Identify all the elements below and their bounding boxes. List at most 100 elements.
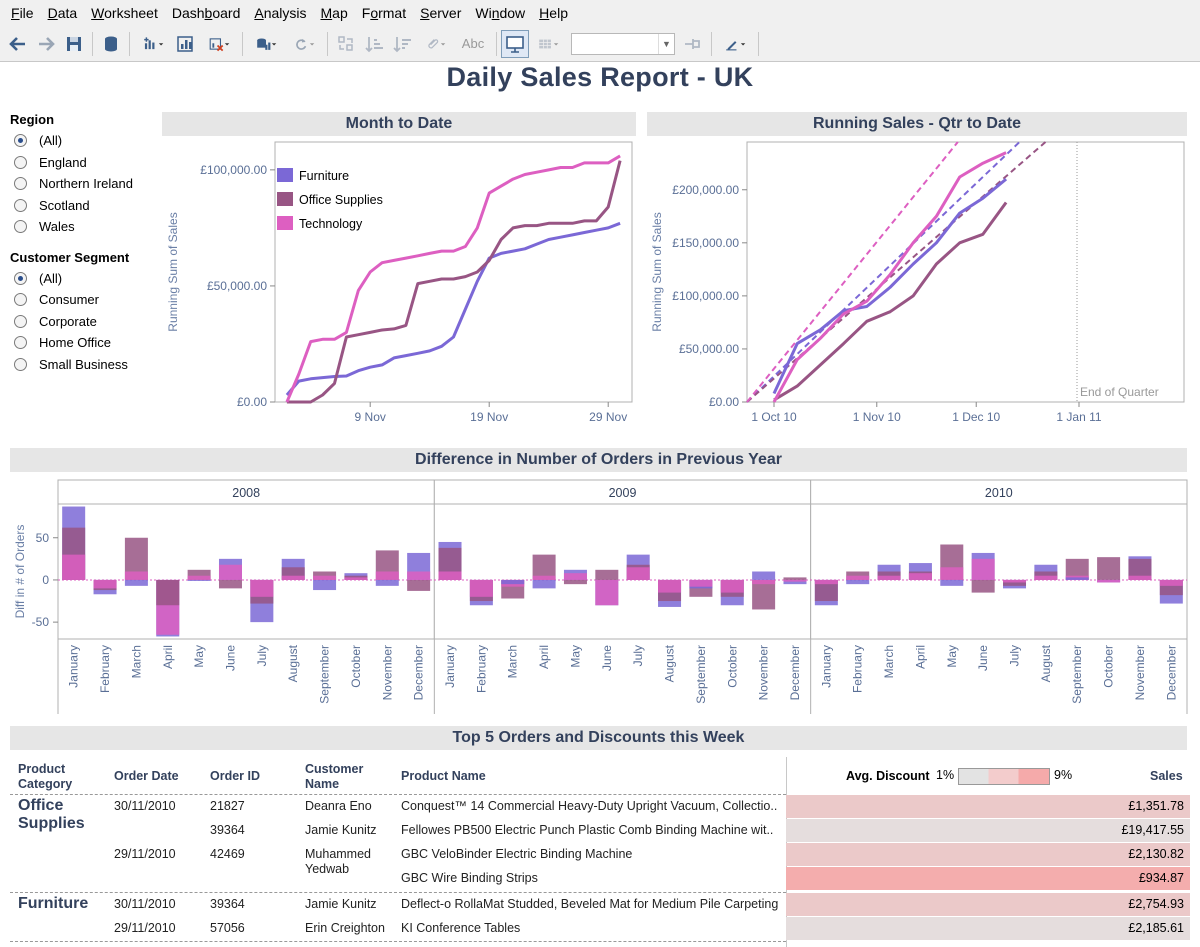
bar [313, 579, 337, 591]
sales-cell: £19,417.55 [786, 819, 1190, 842]
legend-label: Furniture [299, 169, 349, 183]
header-category[interactable]: Product Category [18, 762, 73, 791]
x-tick-label: January [443, 645, 457, 688]
segment-option[interactable]: Corporate [10, 311, 160, 333]
segment-option-label: Corporate [39, 313, 97, 329]
menu-dashboard[interactable]: Dashboard [171, 5, 241, 21]
x-tick-label: February [851, 645, 865, 693]
x-tick-label: June [600, 645, 614, 671]
radio-button[interactable] [14, 177, 27, 191]
customer-cell: Deanra Eno [305, 799, 372, 813]
segment-option[interactable]: Home Office [10, 332, 160, 354]
show-labels-icon[interactable]: Abc [461, 36, 485, 51]
radio-button[interactable] [14, 155, 27, 169]
x-tick-label: February [474, 645, 488, 693]
region-option[interactable]: (All) [10, 130, 160, 152]
region-option[interactable]: England [10, 152, 160, 174]
toolbar-separator [129, 31, 130, 56]
sort-descending-icon[interactable] [388, 30, 416, 58]
x-tick-label: August [663, 644, 677, 682]
fix-axes-icon[interactable] [679, 30, 707, 58]
region-option-label: England [39, 154, 87, 170]
segment-option[interactable]: Small Business [10, 354, 160, 376]
toolbar-separator [327, 31, 328, 56]
header-product[interactable]: Product Name [401, 769, 486, 783]
radio-button[interactable] [14, 357, 27, 371]
radio-button[interactable] [14, 134, 27, 148]
menu-format[interactable]: Format [361, 5, 407, 21]
segment-filter-title: Customer Segment [10, 249, 130, 265]
presentation-icon[interactable] [501, 29, 529, 58]
forward-icon[interactable] [32, 30, 60, 58]
header-order-id[interactable]: Order ID [210, 769, 261, 783]
duplicate-icon[interactable] [172, 30, 200, 58]
x-tick-label: August [286, 644, 300, 682]
region-option[interactable]: Wales [10, 216, 160, 238]
legend-label: Technology [299, 217, 363, 231]
menu-help[interactable]: Help [539, 5, 568, 21]
group-icon[interactable] [416, 30, 454, 58]
menu-data[interactable]: Data [47, 5, 78, 21]
product-name-cell[interactable]: GBC VeloBinder Electric Binding Machine [401, 847, 633, 861]
menu-window[interactable]: Window [475, 5, 526, 21]
refresh-icon[interactable] [285, 30, 323, 58]
clear-sheet-icon[interactable] [200, 30, 238, 58]
region-option[interactable]: Scotland [10, 195, 160, 217]
menu-file[interactable]: File [11, 5, 34, 21]
radio-button[interactable] [14, 314, 27, 328]
x-tick-label: June [223, 645, 237, 671]
sales-cell: £934.87 [786, 867, 1190, 890]
radio-button[interactable] [14, 198, 27, 212]
panel-header-label: 2008 [232, 486, 260, 500]
new-worksheet-icon[interactable] [134, 30, 172, 58]
product-name-cell[interactable]: Fellowes PB500 Electric Punch Plastic Co… [401, 823, 774, 837]
header-sales[interactable]: Sales [1150, 769, 1183, 783]
bar [971, 558, 995, 580]
bar [940, 567, 964, 580]
mtd-chart-title: Month to Date [162, 112, 636, 136]
radio-button[interactable] [14, 220, 27, 234]
datasource-icon[interactable] [97, 30, 125, 58]
product-name-cell[interactable]: Conquest™ 14 Commercial Heavy-Duty Uprig… [401, 799, 778, 813]
product-name-cell[interactable]: Deflect-o RollaMat Studded, Beveled Mat … [401, 897, 779, 911]
bar [971, 579, 995, 593]
bar [156, 579, 180, 606]
bar [563, 579, 587, 585]
bar [250, 579, 274, 597]
table-title: Top 5 Orders and Discounts this Week [10, 726, 1187, 750]
menu-map[interactable]: Map [320, 5, 348, 21]
product-name-cell[interactable]: GBC Wire Binding Strips [401, 871, 538, 885]
header-order-date[interactable]: Order Date [114, 769, 179, 783]
radio-button[interactable] [14, 336, 27, 350]
bar [532, 575, 556, 580]
radio-button[interactable] [14, 271, 27, 285]
region-option[interactable]: Northern Ireland [10, 173, 160, 195]
header-customer[interactable]: Customer Name [305, 762, 364, 791]
highlight-icon[interactable] [716, 30, 754, 58]
auto-update-icon[interactable] [247, 30, 285, 58]
chevron-down-icon[interactable]: ▼ [658, 33, 674, 54]
bar [281, 575, 305, 580]
y-tick-label: £50,000.00 [207, 279, 267, 293]
x-tick-label: October [725, 645, 739, 688]
menu-analysis[interactable]: Analysis [254, 5, 307, 21]
fit-dropdown[interactable]: ▼ [571, 32, 675, 55]
segment-filter: (All) Consumer Corporate Home Office Small B… [10, 268, 160, 376]
save-icon[interactable] [60, 30, 88, 58]
segment-option[interactable]: Consumer [10, 289, 160, 311]
segment-option[interactable]: (All) [10, 268, 160, 290]
radio-button[interactable] [14, 293, 27, 307]
product-name-cell[interactable]: KI Conference Tables [401, 921, 521, 935]
sort-ascending-icon[interactable] [360, 30, 388, 58]
swap-icon[interactable] [332, 30, 360, 58]
menu-worksheet[interactable]: Worksheet [91, 5, 158, 21]
y-tick-label: 0 [42, 573, 49, 587]
menu-server[interactable]: Server [420, 5, 462, 21]
bar [752, 579, 776, 585]
fit-icon[interactable] [529, 30, 567, 58]
panel-header-label: 2010 [985, 486, 1013, 500]
back-icon[interactable] [4, 30, 32, 58]
sales-cell: £2,185.61 [786, 917, 1190, 940]
bar [940, 579, 964, 586]
bar [814, 579, 838, 585]
